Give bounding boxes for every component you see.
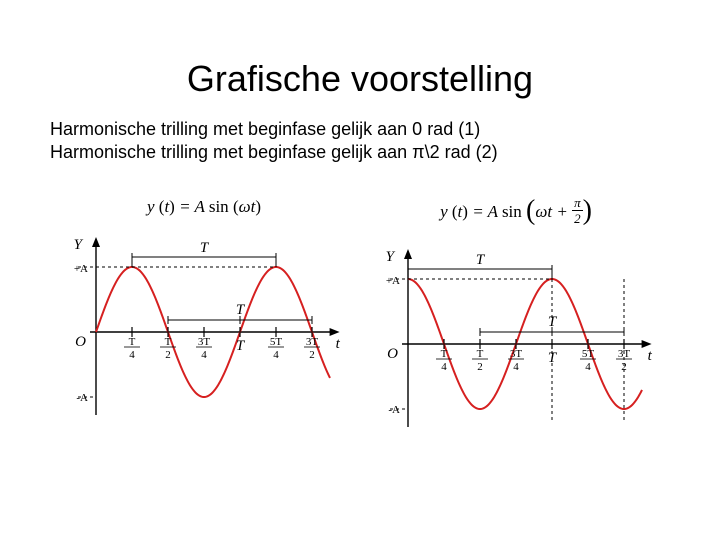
page-title: Grafische voorstelling	[0, 0, 720, 100]
svg-text:Y: Y	[386, 249, 396, 265]
equation-1: y (t) = A sin (ωt)	[54, 197, 354, 217]
svg-text:T: T	[165, 336, 172, 348]
svg-text:2: 2	[309, 349, 315, 361]
svg-text:5T: 5T	[270, 336, 283, 348]
svg-text:T: T	[548, 350, 558, 366]
svg-text:3T: 3T	[618, 348, 631, 360]
svg-text:T: T	[476, 252, 486, 268]
chart-2: y (t) = A sin (ωt + π2) TTT4T23T4T5T43T2…	[366, 197, 666, 439]
svg-text:O: O	[75, 334, 86, 350]
subtitle-line-1: Harmonische trilling met beginfase gelij…	[50, 118, 720, 141]
svg-text:+A: +A	[74, 263, 88, 275]
svg-text:+A: +A	[386, 275, 400, 287]
svg-text:T: T	[236, 302, 246, 318]
svg-text:4: 4	[273, 349, 279, 361]
svg-text:t: t	[336, 336, 341, 352]
svg-text:t: t	[648, 348, 653, 364]
svg-text:O: O	[387, 346, 398, 362]
svg-text:T: T	[441, 348, 448, 360]
svg-text:4: 4	[129, 349, 135, 361]
svg-text:T: T	[548, 314, 558, 330]
svg-text:5T: 5T	[582, 348, 595, 360]
sine-chart-1: TTT4T23T4T5T43T2Y+A-AOt	[54, 227, 354, 427]
svg-text:2: 2	[621, 361, 627, 373]
svg-text:4: 4	[585, 361, 591, 373]
chart-1: y (t) = A sin (ωt) TTT4T23T4T5T43T2Y+A-A…	[54, 197, 354, 439]
svg-text:T: T	[129, 336, 136, 348]
svg-text:4: 4	[513, 361, 519, 373]
svg-text:T: T	[236, 338, 246, 354]
svg-text:-A: -A	[76, 392, 88, 404]
svg-text:4: 4	[441, 361, 447, 373]
svg-text:3T: 3T	[306, 336, 319, 348]
svg-text:2: 2	[477, 361, 483, 373]
svg-text:T: T	[477, 348, 484, 360]
svg-text:2: 2	[165, 349, 171, 361]
equation-2: y (t) = A sin (ωt + π2)	[366, 197, 666, 229]
svg-text:T: T	[200, 240, 210, 256]
charts-row: y (t) = A sin (ωt) TTT4T23T4T5T43T2Y+A-A…	[0, 197, 720, 439]
svg-text:3T: 3T	[510, 348, 523, 360]
svg-text:-A: -A	[388, 404, 400, 416]
svg-text:Y: Y	[74, 237, 84, 253]
subtitle: Harmonische trilling met beginfase gelij…	[0, 118, 720, 165]
sine-chart-2: TTT4T23T4T5T43T2Y+A-AOt	[366, 239, 666, 439]
subtitle-line-2: Harmonische trilling met beginfase gelij…	[50, 141, 720, 164]
svg-text:4: 4	[201, 349, 207, 361]
svg-text:3T: 3T	[198, 336, 211, 348]
